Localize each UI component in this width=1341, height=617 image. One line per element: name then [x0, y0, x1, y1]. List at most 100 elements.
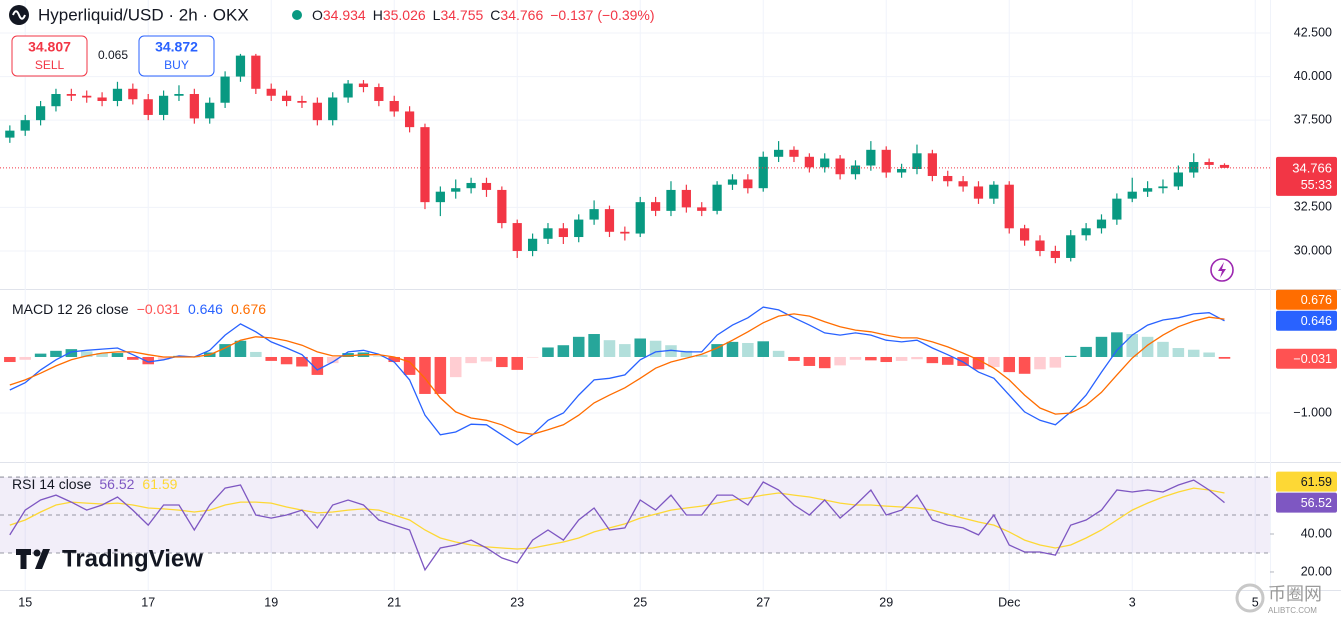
legend-title: RSI 14 close [12, 476, 92, 492]
candle-body [850, 165, 861, 175]
candle-body [881, 149, 891, 173]
buy-box[interactable] [138, 35, 215, 77]
histogram-bar [572, 336, 585, 357]
sell-label[interactable]: SELL [35, 58, 65, 72]
scale-value-box [1276, 348, 1337, 369]
histogram-bar [1095, 336, 1108, 357]
histogram-bar [342, 353, 354, 357]
scale-value-label: 61.59 [1301, 475, 1332, 489]
histogram-bar [4, 356, 16, 363]
histogram-bar [280, 356, 293, 365]
watermark-site: ALIBTC.COM [1268, 606, 1317, 615]
histogram-bar [80, 351, 93, 357]
histogram-bar [1049, 356, 1062, 368]
candle-body [435, 191, 445, 203]
candle-body [835, 158, 845, 175]
histogram-bar [972, 356, 985, 370]
candle-body [1127, 191, 1137, 199]
legend-value: 61.59 [142, 476, 177, 492]
scale-value-label: 0.676 [1301, 293, 1332, 307]
x-tick-label: 21 [387, 595, 401, 609]
scale-value-label: 56.52 [1301, 496, 1332, 510]
candle-body [650, 202, 661, 211]
brand-logo-slash [35, 549, 50, 569]
histogram-bar [50, 350, 62, 357]
ohlc-key: C [490, 7, 500, 23]
histogram-bar [849, 356, 862, 360]
candle-body [804, 156, 814, 168]
histogram-bar [1080, 346, 1092, 357]
histogram-bar [695, 354, 708, 357]
candle-body [189, 94, 199, 119]
histogram-bar [1157, 341, 1169, 357]
histogram-bar [772, 350, 785, 357]
histogram-bar [1018, 356, 1031, 374]
candle-body [589, 209, 599, 220]
candle-body [1019, 228, 1030, 241]
histogram-bar [1034, 356, 1046, 370]
candle-body [451, 188, 461, 192]
candle-body [328, 97, 338, 121]
sell-box[interactable] [11, 35, 88, 77]
buy-price[interactable]: 34.872 [155, 39, 198, 55]
x-tick-label: 25 [633, 595, 647, 609]
y-tick-label: 40.000 [1294, 69, 1332, 83]
candle-body [466, 182, 476, 189]
candle-body [1096, 219, 1107, 229]
x-tick-label: 3 [1129, 595, 1136, 609]
alert-icon[interactable] [1210, 258, 1234, 282]
candle-body [343, 83, 353, 98]
histogram-bar [711, 344, 723, 357]
sell-button[interactable]: 34.807 SELL [11, 35, 88, 77]
candle-body [97, 97, 107, 101]
candle-body [158, 95, 169, 115]
histogram-bar [419, 356, 431, 394]
rsi-legend: RSI 14 close 56.52 61.59 [12, 476, 178, 492]
macd-legend: MACD 12 26 close −0.031 0.646 0.676 [12, 301, 266, 317]
x-tick-label: 27 [756, 595, 770, 609]
watermark-logo [1235, 583, 1265, 613]
candle-body [681, 189, 691, 208]
candle-body [743, 179, 753, 189]
alert-bolt[interactable] [1218, 262, 1226, 278]
histogram-bar [388, 356, 400, 363]
candle-body [82, 95, 92, 98]
symbol-logo-mark [12, 10, 26, 20]
sell-price[interactable]: 34.807 [28, 39, 71, 55]
histogram-bar [757, 341, 769, 357]
ohlc-value: 34.766 [500, 7, 543, 23]
histogram-bar [373, 356, 385, 357]
buy-label[interactable]: BUY [164, 58, 189, 72]
scale-value-box [1276, 492, 1337, 513]
indicator-line [9, 487, 1225, 550]
indicator-line [9, 306, 1225, 446]
histogram-bar [142, 356, 154, 365]
scale-value-label: −0.031 [1293, 352, 1332, 366]
histogram-bar [911, 356, 923, 360]
candle-body [558, 228, 568, 238]
histogram-bar [19, 356, 31, 360]
ohlc-value: 34.934 [323, 7, 366, 23]
chart-title: Hyperliquid/USD · 2h · OKX [38, 5, 249, 24]
candle-body [727, 179, 738, 185]
x-tick-label: 15 [18, 595, 32, 609]
histogram-bar [1126, 334, 1139, 357]
histogram-bar [742, 342, 754, 357]
scale-value-box [1276, 289, 1337, 310]
candle-body [374, 87, 384, 101]
histogram-bar [665, 345, 677, 357]
legend-value: 0.646 [188, 301, 223, 317]
buy-button[interactable]: 34.872 BUY [138, 35, 215, 77]
histogram-bar [219, 344, 231, 357]
candle-body [420, 127, 430, 203]
y-tick-label: 42.500 [1294, 25, 1332, 39]
candle-body [927, 153, 937, 176]
scale-value-box [1276, 471, 1337, 492]
histogram-bar [34, 353, 47, 357]
ohlc-value: 35.026 [383, 7, 426, 23]
histogram-bar [880, 356, 892, 363]
histogram-bar [127, 356, 139, 360]
candle-body [205, 102, 215, 119]
histogram-bar [818, 356, 831, 369]
